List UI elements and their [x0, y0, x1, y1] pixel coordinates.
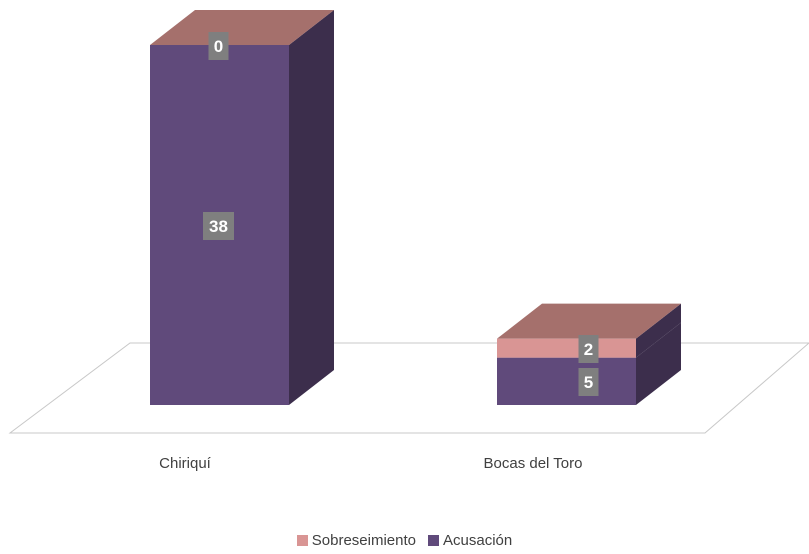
bar-acusacion-bocas-del-toro	[497, 357, 636, 405]
legend-label-sobreseimiento: Sobreseimiento	[311, 532, 416, 549]
data-label-sobreseimiento-chiriqui-box	[208, 32, 229, 60]
legend-item-sobreseimiento: Sobreseimiento	[296, 532, 416, 549]
category-label-bocas-del-toro: Bocas del Toro	[484, 455, 583, 472]
legend: Sobreseimiento Acusación	[0, 532, 809, 549]
data-label-acusacion-bocas-del-toro-box	[578, 368, 599, 396]
data-label-acusacion-chiriqui: 38	[209, 217, 228, 236]
data-label-sobreseimiento-chiriqui: 0	[214, 37, 223, 56]
data-label-sobreseimiento-bocas-del-toro: 2	[584, 340, 593, 359]
legend-item-acusacion: Acusación	[428, 532, 512, 549]
bar-sobreseimiento-bocas-del-toro	[497, 338, 636, 358]
legend-swatch-acusacion	[428, 535, 439, 546]
data-label-acusacion-chiriqui-box	[203, 212, 234, 240]
bar-sobreseimiento-side-bocas-del-toro	[636, 303, 681, 358]
bar-acusacion-side-bocas-del-toro	[636, 322, 681, 405]
floor-plane	[8, 342, 809, 434]
bar-acusacion-side-chiriqui	[289, 9, 334, 406]
bar-top-chiriqui	[150, 9, 334, 45]
legend-label-acusacion: Acusación	[443, 532, 513, 549]
data-label-sobreseimiento-bocas-del-toro-box	[578, 335, 599, 363]
category-label-chiriqui: Chiriquí	[159, 455, 212, 472]
bar-top-bocas-del-toro	[497, 303, 681, 339]
legend-swatch-sobreseimiento	[296, 535, 308, 546]
data-label-acusacion-bocas-del-toro: 5	[584, 373, 593, 392]
